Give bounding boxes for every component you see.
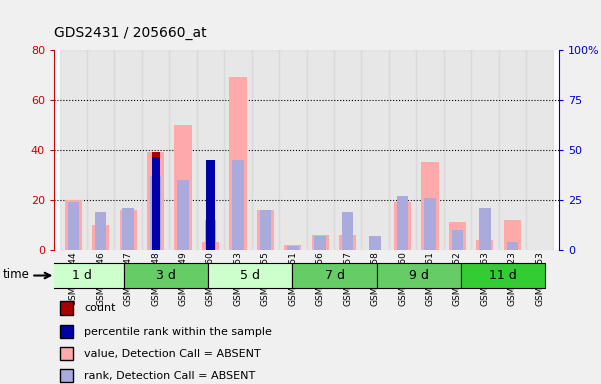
Bar — [120, 210, 137, 250]
Bar — [206, 160, 215, 250]
Bar — [526, 50, 554, 250]
Bar — [476, 240, 493, 250]
FancyBboxPatch shape — [59, 325, 73, 338]
FancyBboxPatch shape — [59, 301, 73, 315]
Bar — [416, 50, 444, 250]
Bar — [314, 236, 326, 250]
Bar — [279, 50, 307, 250]
Bar — [311, 235, 329, 250]
Text: time: time — [3, 268, 30, 281]
Bar — [224, 50, 252, 250]
Text: 3 d: 3 d — [156, 269, 176, 282]
Bar — [229, 78, 246, 250]
Bar — [114, 50, 142, 250]
Bar — [449, 222, 466, 250]
Bar — [257, 210, 274, 250]
Bar — [471, 50, 499, 250]
Text: 7 d: 7 d — [325, 269, 344, 282]
Text: 11 d: 11 d — [489, 269, 517, 282]
Bar — [284, 245, 302, 250]
Text: rank, Detection Call = ABSENT: rank, Detection Call = ABSENT — [84, 371, 255, 381]
Bar — [59, 50, 87, 250]
Bar — [206, 160, 215, 250]
Bar — [87, 50, 114, 250]
Bar — [92, 225, 109, 250]
Bar — [307, 50, 334, 250]
Bar — [339, 235, 356, 250]
Bar — [444, 50, 471, 250]
FancyBboxPatch shape — [40, 263, 124, 288]
Bar — [361, 50, 389, 250]
Bar — [370, 236, 381, 250]
Bar — [452, 230, 463, 250]
Bar — [95, 212, 106, 250]
Text: 1 d: 1 d — [72, 269, 92, 282]
FancyBboxPatch shape — [461, 263, 545, 288]
FancyBboxPatch shape — [59, 369, 73, 382]
Bar — [147, 152, 164, 250]
FancyBboxPatch shape — [124, 263, 209, 288]
Bar — [334, 50, 361, 250]
Bar — [479, 208, 490, 250]
Text: 5 d: 5 d — [240, 269, 260, 282]
Bar — [169, 50, 197, 250]
Bar — [177, 180, 189, 250]
FancyBboxPatch shape — [377, 263, 461, 288]
Bar — [424, 198, 436, 250]
Bar — [197, 50, 224, 250]
Bar — [260, 210, 271, 250]
Bar — [504, 220, 521, 250]
Bar — [389, 50, 416, 250]
Bar — [394, 202, 411, 250]
Text: percentile rank within the sample: percentile rank within the sample — [84, 327, 272, 337]
Bar — [232, 160, 243, 250]
Bar — [142, 50, 169, 250]
Text: value, Detection Call = ABSENT: value, Detection Call = ABSENT — [84, 349, 261, 359]
Bar — [421, 162, 439, 250]
Text: 9 d: 9 d — [409, 269, 429, 282]
FancyBboxPatch shape — [209, 263, 293, 288]
Bar — [65, 200, 82, 250]
Bar — [252, 50, 279, 250]
Bar — [123, 208, 134, 250]
Bar — [342, 212, 353, 250]
Text: count: count — [84, 303, 115, 313]
Bar — [499, 50, 526, 250]
Bar — [507, 242, 518, 250]
Bar — [150, 176, 161, 250]
Bar — [287, 246, 299, 250]
Bar — [67, 202, 79, 250]
Bar — [151, 157, 160, 250]
Bar — [397, 196, 408, 250]
FancyBboxPatch shape — [59, 347, 73, 360]
Bar — [174, 125, 192, 250]
FancyBboxPatch shape — [293, 263, 377, 288]
Bar — [202, 242, 219, 250]
Bar — [151, 152, 160, 250]
Text: GDS2431 / 205660_at: GDS2431 / 205660_at — [54, 26, 207, 40]
Bar — [205, 220, 216, 250]
